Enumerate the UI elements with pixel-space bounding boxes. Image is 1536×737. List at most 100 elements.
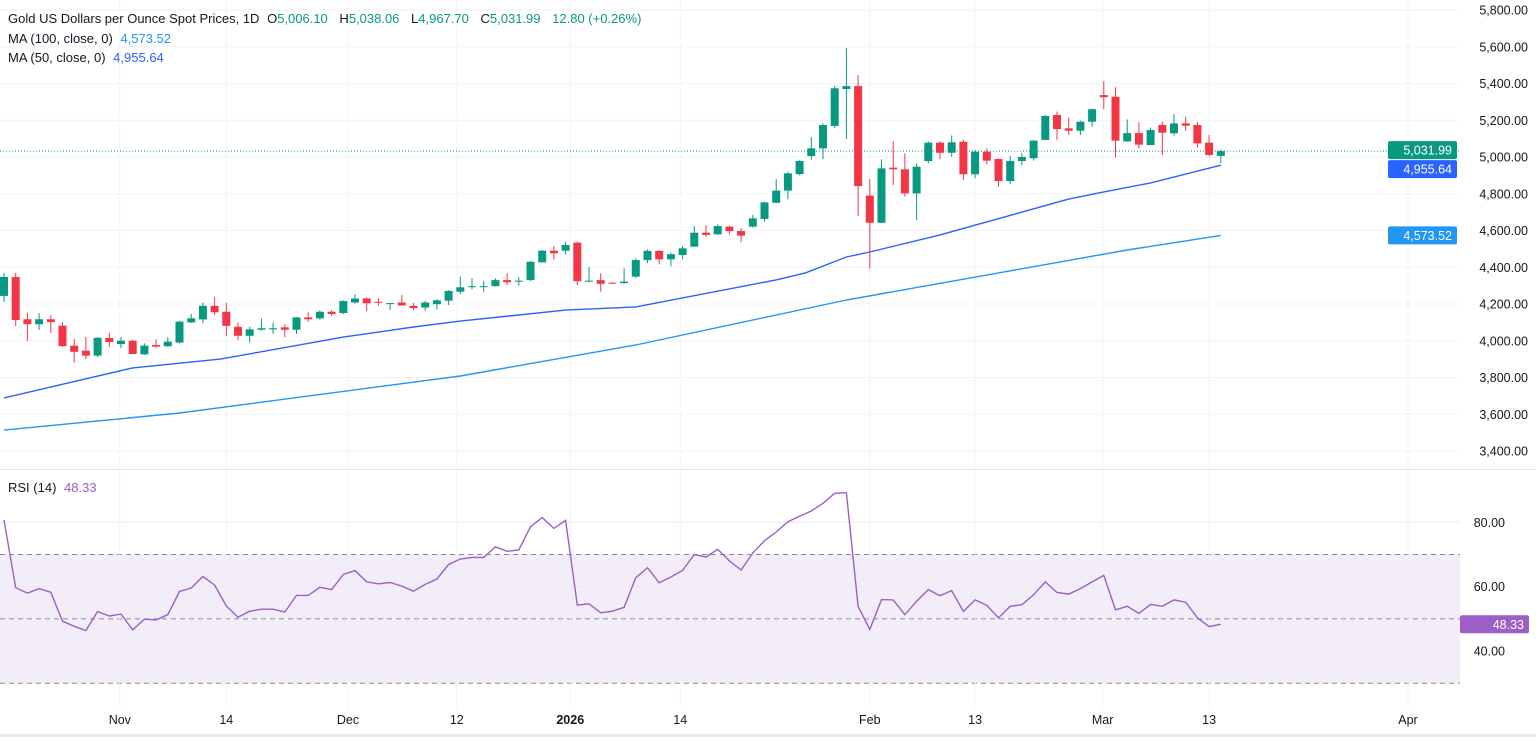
candle-body	[117, 340, 125, 345]
time-axis-label: 14	[673, 713, 687, 727]
candle-body	[1041, 116, 1050, 140]
time-axis-label: 13	[968, 713, 982, 727]
candle-body	[432, 300, 441, 305]
time-axis-label: Dec	[337, 713, 359, 727]
candle-body	[538, 250, 547, 263]
candle-up	[1006, 156, 1015, 185]
candle-body	[1053, 114, 1061, 130]
candle-body	[1193, 125, 1202, 144]
candle-down	[1158, 121, 1167, 155]
candle-up	[713, 224, 722, 235]
time-axis-label: Feb	[859, 713, 881, 727]
candle-body	[889, 167, 898, 170]
candle-body	[245, 329, 254, 336]
price-axis-label: 4,800.00	[1479, 187, 1528, 201]
candle-down	[702, 224, 710, 237]
ma100-legend[interactable]: MA (100, close, 0) 4,573.52	[8, 31, 175, 47]
candle-up	[514, 277, 523, 286]
candle-down	[1181, 116, 1190, 131]
candle-up	[198, 302, 207, 324]
candle-body	[23, 319, 32, 325]
price-axis-label: 5,200.00	[1479, 114, 1528, 128]
ma50-value: 4,955.64	[113, 50, 164, 65]
open-label: O	[267, 11, 278, 26]
price-axis-label: 5,000.00	[1479, 151, 1528, 165]
candle-body	[795, 161, 804, 175]
candle-body	[1170, 123, 1178, 134]
candle-body	[737, 231, 746, 236]
candle-body	[1205, 142, 1214, 155]
candle-body	[397, 302, 406, 306]
ma100-value: 4,573.52	[120, 31, 172, 46]
ma50-price-tag: 4,955.64	[1388, 160, 1457, 179]
candle-body	[1064, 128, 1073, 131]
candle-down	[304, 312, 313, 322]
candle-up	[877, 159, 886, 223]
low-label: L	[411, 11, 419, 26]
candle-up	[1170, 114, 1178, 136]
candle-body	[971, 151, 980, 175]
candle-body	[748, 218, 757, 227]
price-axis-label: 5,600.00	[1479, 40, 1528, 54]
candle-up	[1216, 150, 1225, 163]
candle-up	[947, 135, 956, 157]
candle-body	[280, 327, 289, 330]
candle-up	[760, 201, 769, 222]
candle-down	[889, 141, 898, 185]
candle-up	[678, 245, 687, 260]
candle-up	[1029, 139, 1038, 161]
candle-down	[936, 141, 944, 160]
candle-body	[386, 303, 395, 305]
ma50-label: MA (50, close, 0)	[8, 50, 106, 65]
candle-down	[1193, 121, 1202, 148]
ma100-price-tag-text: 4,573.52	[1403, 229, 1452, 243]
candle-body	[702, 232, 710, 235]
candle-down	[503, 273, 512, 286]
candle-body	[585, 280, 593, 282]
candle-down	[11, 272, 20, 327]
price-axis-label: 5,400.00	[1479, 77, 1528, 91]
rsi-legend[interactable]: RSI (14) 48.33	[8, 480, 101, 496]
candle-up	[93, 337, 102, 358]
candle-body	[315, 311, 324, 319]
candle-up	[819, 123, 827, 160]
candle-body	[1158, 125, 1167, 133]
candle-body	[374, 301, 383, 303]
candle-body	[409, 305, 418, 309]
candle-down	[549, 245, 558, 260]
candle-body	[1088, 109, 1097, 122]
symbol-title: Gold US Dollars per Ounce Spot Prices, 1…	[8, 11, 260, 26]
candle-up	[1088, 108, 1097, 127]
candle-up	[140, 343, 149, 355]
candle-body	[234, 326, 242, 336]
candle-body	[175, 321, 184, 343]
candle-body	[292, 317, 301, 330]
candle-body	[514, 280, 523, 282]
candle-down	[23, 312, 32, 341]
time-axis-label: Mar	[1092, 713, 1114, 727]
price-axis-label: 3,800.00	[1479, 371, 1528, 385]
ma100-label: MA (100, close, 0)	[8, 31, 113, 46]
candle-down	[234, 322, 242, 341]
price-axis-label: 5,800.00	[1479, 4, 1528, 18]
rsi-axis-label: 60.00	[1474, 580, 1505, 594]
candle-body	[46, 319, 55, 323]
candle-body	[479, 286, 488, 288]
candle-body	[1029, 140, 1038, 159]
candle-body	[362, 298, 371, 304]
candle-body	[1146, 129, 1155, 146]
candle-up	[783, 171, 792, 200]
candle-body	[655, 250, 664, 260]
ma50-legend[interactable]: MA (50, close, 0) 4,955.64	[8, 50, 168, 66]
candle-up	[245, 326, 254, 343]
candle-body	[0, 276, 8, 296]
candle-down	[70, 338, 79, 363]
candle-up	[175, 320, 184, 344]
candle-body	[643, 250, 652, 261]
candle-body	[327, 311, 336, 314]
candle-body	[900, 169, 909, 194]
last-price-tag: 5,031.99	[1388, 141, 1457, 160]
candles	[0, 48, 1225, 363]
price-axis-label: 4,200.00	[1479, 298, 1528, 312]
